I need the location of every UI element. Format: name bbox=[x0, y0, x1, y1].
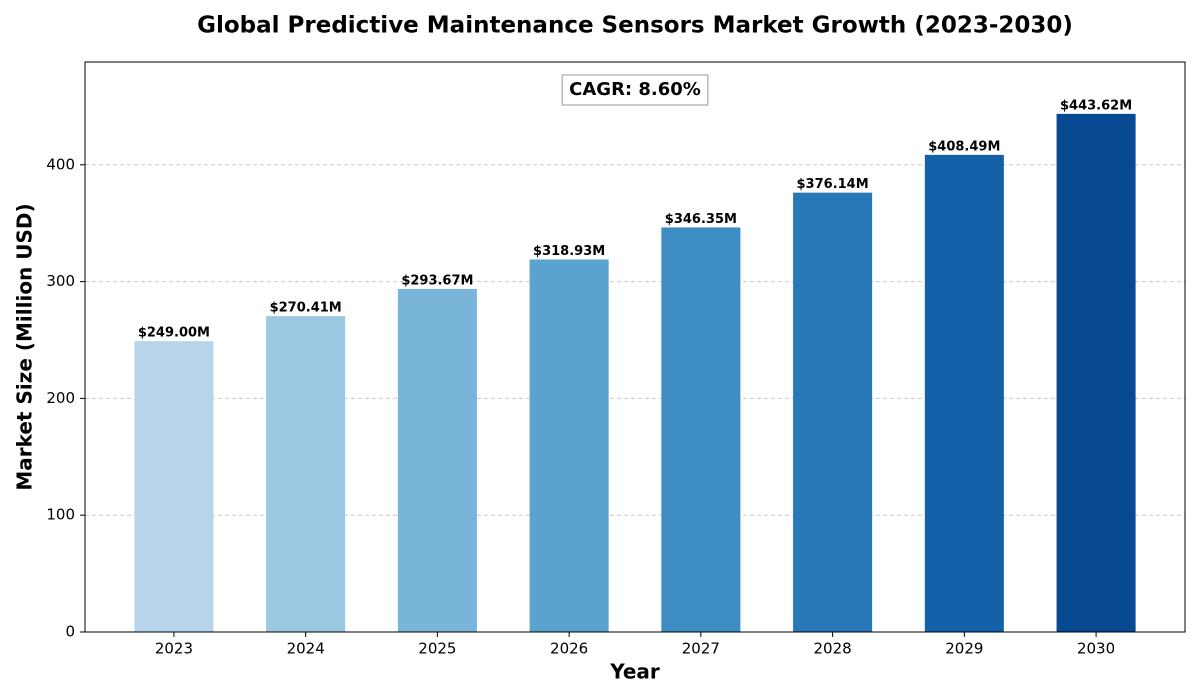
bar bbox=[397, 288, 477, 632]
x-tick-label: 2025 bbox=[418, 640, 456, 658]
y-axis-label: Market Size (Million USD) bbox=[13, 203, 37, 490]
x-tick-label: 2028 bbox=[814, 640, 852, 658]
value-label: $270.41M bbox=[270, 301, 342, 316]
y-tick-label: 0 bbox=[65, 623, 75, 641]
value-label: $293.67M bbox=[401, 273, 473, 288]
y-tick-label: 400 bbox=[46, 155, 75, 173]
x-tick-label: 2027 bbox=[682, 640, 720, 658]
y-tick-label: 300 bbox=[46, 272, 75, 290]
value-label: $318.93M bbox=[533, 244, 605, 259]
x-tick-label: 2024 bbox=[287, 640, 325, 658]
value-label: $249.00M bbox=[138, 326, 210, 341]
chart-title: Global Predictive Maintenance Sensors Ma… bbox=[197, 13, 1073, 39]
bar bbox=[661, 227, 741, 632]
value-label: $443.62M bbox=[1060, 98, 1132, 113]
value-label: $346.35M bbox=[665, 212, 737, 227]
x-tick-label: 2029 bbox=[945, 640, 983, 658]
x-tick-label: 2026 bbox=[550, 640, 588, 658]
x-axis-label: Year bbox=[609, 660, 660, 684]
value-label: $408.49M bbox=[928, 139, 1000, 154]
bar bbox=[266, 316, 346, 632]
bar bbox=[924, 154, 1004, 632]
bar bbox=[793, 192, 873, 633]
bar bbox=[1056, 113, 1136, 633]
bar bbox=[529, 259, 609, 632]
x-tick-label: 2023 bbox=[155, 640, 193, 658]
annotation-box bbox=[561, 74, 709, 106]
annotation: CAGR: 8.60% bbox=[569, 79, 701, 100]
plot-frame bbox=[84, 61, 1186, 633]
y-tick-label: 100 bbox=[46, 506, 75, 524]
bar bbox=[134, 341, 214, 632]
y-tick-label: 200 bbox=[46, 389, 75, 407]
value-label: $376.14M bbox=[797, 177, 869, 192]
x-tick-label: 2030 bbox=[1077, 640, 1115, 658]
